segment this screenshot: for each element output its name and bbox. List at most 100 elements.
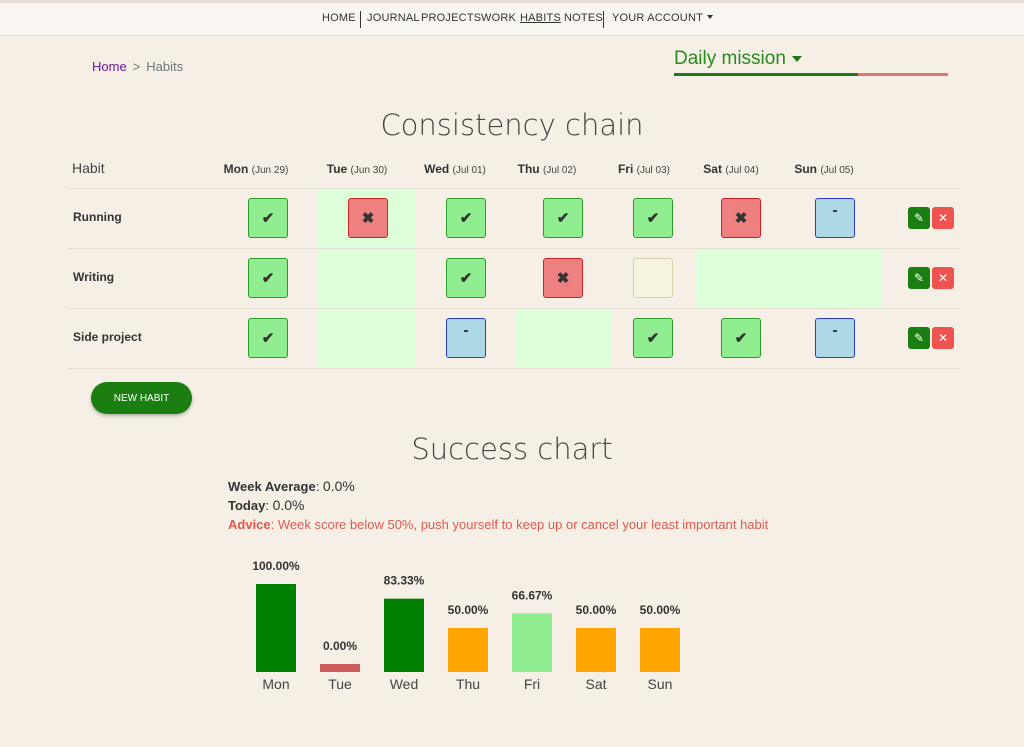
breadcrumb-separator: > [132,59,141,74]
bar-sun [640,628,680,672]
day-header-wed: Wed (Jul 01) [421,162,489,176]
day-name: Mon [223,162,249,176]
cross-icon: ✖ [734,209,748,227]
check-icon: ✔ [646,329,660,347]
day-name: Thu [517,162,540,176]
breadcrumb-current: Habits [146,59,184,74]
check-icon: ✔ [459,209,473,227]
week-average-value: 0.0% [322,478,355,494]
day-date: (Jul 04) [725,165,759,176]
pencil-icon: ✎ [913,271,925,285]
daily-mission-title: Daily mission [674,48,786,69]
advice: Advice: Week score below 50%, push yours… [228,517,769,532]
habit-day-cell-skip[interactable]: - [815,198,855,238]
bar-value-label: 50.00% [640,603,681,617]
cross-icon: ✖ [556,269,570,287]
habit-day-cell-skip[interactable]: - [446,318,486,358]
day-header-sat: Sat (Jul 04) [697,162,765,176]
nav-habits[interactable]: HABITS [520,12,561,24]
close-icon: ✕ [937,331,949,345]
delete-habit-button[interactable]: ✕ [932,207,954,229]
edit-habit-button[interactable]: ✎ [908,267,930,289]
bar-value-label: 50.00% [448,603,489,617]
bar-category-label: Tue [328,676,352,692]
nav-separator [360,11,361,28]
habit-day-cell-done[interactable]: ✔ [446,258,486,298]
bar-tue [320,664,360,672]
habit-day-cell-done[interactable]: ✔ [248,258,288,298]
dash-icon: - [463,322,469,339]
highlight-band [696,249,882,308]
habit-column-header: Habit [72,160,105,176]
close-icon: ✕ [937,211,949,225]
nav-journal[interactable]: JOURNAL [367,12,420,24]
highlight-band [318,249,416,308]
habit-day-cell-done[interactable]: ✔ [248,318,288,358]
delete-habit-button[interactable]: ✕ [932,327,954,349]
bar-value-label: 66.67% [512,588,553,602]
habit-day-cell-fail[interactable]: ✖ [721,198,761,238]
day-name: Fri [617,162,634,176]
habit-day-cell-done[interactable]: ✔ [543,198,583,238]
day-header-sun: Sun (Jul 05) [790,162,858,176]
day-name: Wed [424,162,450,176]
delete-habit-button[interactable]: ✕ [932,267,954,289]
habit-day-cell-skip[interactable]: - [815,318,855,358]
day-date: (Jul 03) [636,165,671,176]
day-date: (Jun 30) [350,165,388,176]
habit-day-cell-fail[interactable]: ✖ [348,198,388,238]
dash-icon: - [832,202,838,219]
daily-mission: Daily mission [674,48,948,78]
nav-projects[interactable]: PROJECTS [421,12,482,24]
nav-notes[interactable]: NOTES [564,12,603,24]
habit-name: Writing [73,270,115,284]
bar-category-label: Sun [648,676,673,692]
new-habit-button[interactable]: NEW HABIT [91,382,192,414]
breadcrumb-home-link[interactable]: Home [92,59,127,74]
habit-day-cell-empty[interactable] [633,258,673,298]
edit-habit-button[interactable]: ✎ [908,327,930,349]
edit-habit-button[interactable]: ✎ [908,207,930,229]
check-icon: ✔ [261,329,275,347]
habit-day-cell-fail[interactable]: ✖ [543,258,583,298]
check-icon: ✔ [734,329,748,347]
table-divider [67,368,960,369]
day-name: Tue [326,162,348,176]
table-divider [67,308,960,309]
bar-value-label: 50.00% [576,603,617,617]
check-icon: ✔ [261,269,275,287]
habit-name: Side project [73,330,142,344]
habit-day-cell-done[interactable]: ✔ [721,318,761,358]
day-name: Sun [794,162,817,176]
day-header-tue: Tue (Jun 30) [323,162,391,176]
advice-label: Advice [228,517,271,532]
habit-day-cell-done[interactable]: ✔ [633,318,673,358]
consistency-title: Consistency chain [380,108,644,142]
check-icon: ✔ [646,209,660,227]
bar-value-label: 100.00% [252,559,300,573]
dash-icon: - [832,322,838,339]
habit-name: Running [73,210,122,224]
daily-mission-toggle[interactable]: Daily mission [674,48,802,69]
bar-thu [448,628,488,672]
today-score: Today: 0.0% [228,497,305,513]
mission-progress-bar [674,73,948,76]
habit-day-cell-done[interactable]: ✔ [446,198,486,238]
nav-home[interactable]: HOME [322,12,356,24]
day-date: (Jul 01) [452,165,486,176]
bar-value-label: 0.00% [323,639,357,653]
day-date: (Jun 29) [251,165,289,176]
close-icon: ✕ [937,271,949,285]
nav-account-dropdown[interactable]: YOUR ACCOUNT [612,12,714,24]
habit-day-cell-done[interactable]: ✔ [633,198,673,238]
habit-day-cell-done[interactable]: ✔ [248,198,288,238]
highlight-band [318,309,416,368]
breadcrumb: Home > Habits [92,59,183,74]
nav-separator [603,11,604,28]
bar-fri [512,613,552,672]
bar-mon [256,584,296,672]
nav-work[interactable]: WORK [481,12,517,24]
mission-progress-fill [674,73,858,76]
bar-value-label: 83.33% [384,574,425,588]
